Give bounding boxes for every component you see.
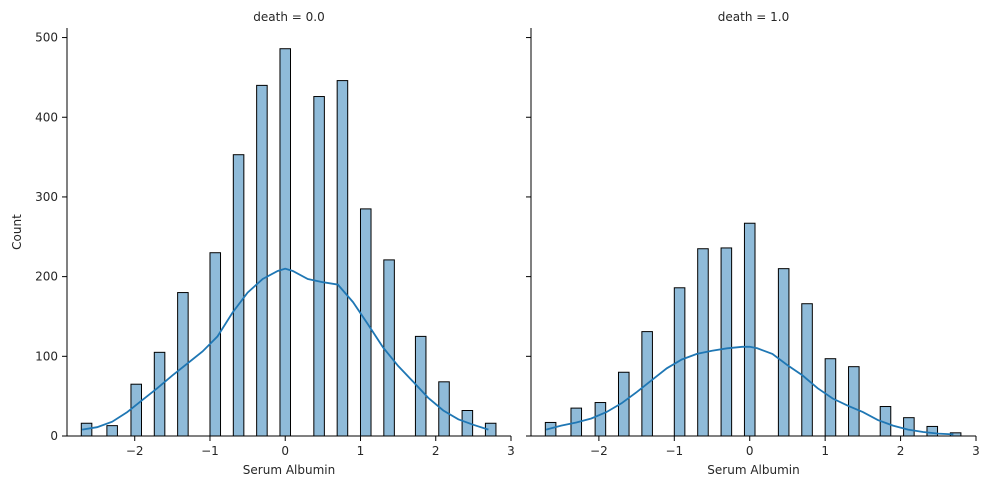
x-tick-label: 0 xyxy=(281,444,289,458)
histogram-bar xyxy=(743,222,756,437)
y-tick-label: 500 xyxy=(35,31,58,45)
panel-title: death = 0.0 xyxy=(253,10,324,24)
histogram-bar xyxy=(594,402,607,437)
histogram-bar xyxy=(720,247,733,437)
x-tick-label: −2 xyxy=(590,444,608,458)
histogram-bar xyxy=(336,80,349,437)
facet-panel-2: −2 −1 0 1 2 3 death = 1.0 Serum Albumin xyxy=(526,10,980,477)
histogram-bar xyxy=(153,351,166,437)
y-tick-label: 100 xyxy=(35,349,58,363)
histogram-bar xyxy=(106,425,118,437)
kde-curve xyxy=(545,345,954,436)
histogram-bar xyxy=(926,425,939,437)
histogram-bar xyxy=(313,96,325,437)
facet-panel-1: −2 −1 0 1 2 3 0 100 200 300 400 500 death = 0.0 Serum… xyxy=(10,10,515,477)
histogram-bar xyxy=(130,383,143,437)
x-tick-label: −1 xyxy=(665,444,683,458)
histogram-bar xyxy=(903,417,915,437)
y-tick-label: 200 xyxy=(35,270,58,284)
histogram-bar xyxy=(777,268,790,437)
y-tick-label: 300 xyxy=(35,190,58,204)
x-tick-label: 1 xyxy=(821,444,829,458)
histogram-bar xyxy=(673,287,686,437)
x-axis-label: Serum Albumin xyxy=(707,463,799,477)
y-axis-label: Count xyxy=(10,214,24,250)
histogram-bar xyxy=(279,48,292,437)
x-tick-label: −2 xyxy=(126,444,144,458)
x-axis-label: Serum Albumin xyxy=(243,463,335,477)
x-tick-label: 0 xyxy=(746,444,754,458)
histogram-bar xyxy=(232,154,245,437)
x-tick-label: 3 xyxy=(972,444,980,458)
histogram-bar xyxy=(697,248,709,437)
histogram-bar xyxy=(801,303,813,437)
y-tick-label: 0 xyxy=(50,429,58,443)
x-tick-label: 3 xyxy=(507,444,515,458)
panel-title: death = 1.0 xyxy=(718,10,789,24)
histogram-bar xyxy=(209,252,222,437)
histogram-bar xyxy=(383,259,395,437)
x-tick-label: 2 xyxy=(432,444,440,458)
histogram-bar xyxy=(848,366,860,437)
histogram-bar xyxy=(256,84,268,437)
x-tick-label: −1 xyxy=(201,444,219,458)
y-tick-label: 400 xyxy=(35,110,58,124)
x-tick-label: 1 xyxy=(357,444,365,458)
kde-curve xyxy=(81,267,489,431)
x-tick-label: 2 xyxy=(897,444,905,458)
